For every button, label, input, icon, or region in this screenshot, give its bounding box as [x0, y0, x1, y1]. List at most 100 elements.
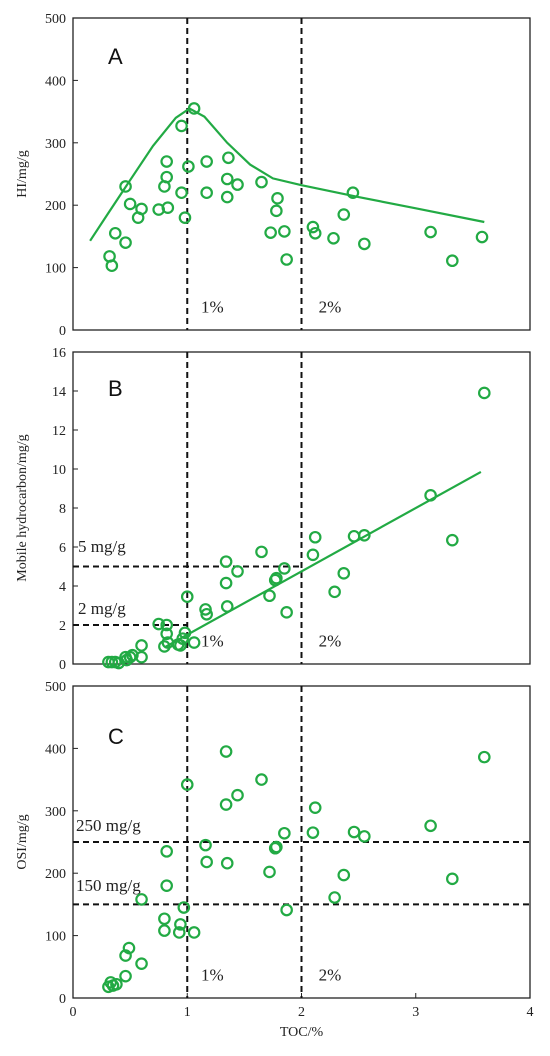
panel-c-data-point [308, 801, 322, 814]
panel-c-ytick-label: 200 [45, 867, 66, 882]
panel-c-data-point [158, 912, 171, 926]
panel-c-data-point [477, 750, 491, 764]
panel-b-ytick-label: 12 [52, 424, 66, 439]
panel-c-xtick-label: 4 [527, 1005, 534, 1020]
panel-c-data-point [255, 773, 268, 786]
panel-c-data-point [219, 798, 233, 811]
panel-a-data-point [271, 192, 284, 205]
panel-b-data-point [446, 533, 459, 547]
panel-b-data-point [231, 565, 244, 578]
panel-a-data-point [270, 204, 283, 218]
panel-c-xtick-label: 1 [184, 1005, 191, 1020]
panel-a-data-point [358, 237, 371, 251]
panel-b-threshold-label: 2 mg/g [78, 599, 126, 618]
panel-b-data-point [280, 606, 293, 619]
panel-a-letter: A [108, 44, 123, 69]
panel-a-data-point [280, 253, 293, 266]
panel-a-data-point [123, 197, 137, 211]
panel-a-data-point [327, 231, 340, 245]
panel-b-data-point [152, 617, 165, 631]
panel-b-data-point [270, 571, 283, 585]
panel-c-data-point [220, 856, 234, 870]
panel-c-data-point [424, 819, 437, 833]
panel-c-data-point [280, 903, 293, 917]
panel-c-data-point [119, 969, 132, 983]
panel-a-data-point [424, 225, 437, 239]
panel-a-y-axis-label: HI/mg/g [15, 150, 30, 197]
panel-c-data-point [219, 745, 233, 758]
panel-b-data-point [160, 627, 173, 641]
panel-a-percent-annotation: 2% [319, 298, 342, 317]
panel-a-data-point [200, 155, 213, 168]
panel-b-data-point [347, 529, 361, 543]
panel-b-data-point [180, 590, 194, 604]
panel-a-data-point [220, 190, 234, 204]
panel-b-data-point [219, 555, 233, 568]
panel-c-data-point [104, 976, 118, 989]
panel-c-data-point [347, 825, 361, 839]
panel-a-data-point [346, 186, 360, 200]
panel-c-percent-annotation: 1% [201, 966, 224, 985]
panel-c-ytick-label: 0 [59, 992, 66, 1007]
panel-c-xtick-label: 2 [298, 1005, 305, 1020]
panel-b-data-point [135, 650, 148, 664]
panel-c-data-point [122, 941, 136, 955]
panel-a-data-point [446, 254, 459, 268]
panel-a-data-point [119, 236, 132, 249]
panel-a-data-point [308, 226, 322, 240]
panel-b-percent-annotation: 2% [319, 631, 342, 650]
panel-b-ytick-label: 4 [59, 580, 66, 595]
panel-b-letter: B [108, 376, 123, 401]
panel-b-ytick-label: 10 [52, 463, 66, 478]
panel-c-data-point [278, 826, 291, 840]
panel-c-threshold-label: 150 mg/g [76, 876, 141, 895]
panel-b-data-point [200, 607, 213, 621]
panel-b-data-point [278, 562, 291, 575]
panel-a-ytick-label: 400 [45, 74, 66, 89]
panel-b-data-point [328, 585, 341, 599]
panel-a-data-point [161, 201, 175, 214]
panel-c-ytick-label: 400 [45, 742, 66, 757]
panel-a-ytick-label: 300 [45, 137, 66, 152]
panel-c-data-point [231, 788, 244, 802]
panel-c-xtick-label: 0 [70, 1005, 77, 1020]
panel-b-data-point [187, 636, 201, 649]
panel-b-data-point [306, 548, 320, 562]
panel-a-data-point [264, 226, 277, 239]
panel-a-data-point [255, 175, 268, 189]
panel-a-data-point [337, 208, 351, 221]
panel-b-ytick-label: 8 [59, 502, 66, 517]
panel-b-data-point [337, 567, 351, 580]
panel-c-data-point [328, 891, 341, 904]
panel-b-y-axis-label: Mobile hydrocarbon/mg/g [15, 434, 30, 581]
panel-c-data-point [199, 838, 212, 852]
panel-c-letter: C [108, 724, 124, 749]
panel-a-data-point [160, 170, 173, 184]
panel-a-percent-annotation: 1% [201, 298, 224, 317]
panel-c-x-axis-label: TOC/% [280, 1025, 324, 1040]
panel-b-percent-annotation: 1% [201, 631, 224, 650]
panel-b-ytick-label: 16 [52, 346, 66, 361]
panel-c-threshold-label: 250 mg/g [76, 816, 141, 835]
panel-c-data-point [119, 949, 132, 962]
panel-c-data-point [135, 957, 148, 970]
panel-a-ytick-label: 0 [59, 324, 66, 339]
panel-b: 0 2 4 6 8 10 12 14 16 Mobile hydrocarbon/mg/g 5 mg… [15, 346, 531, 673]
panel-b-data-point [174, 639, 187, 652]
panel-a-data-point [182, 160, 195, 173]
panel-a-data-point [200, 186, 213, 200]
panel-a-data-point [220, 172, 234, 186]
panel-c-data-point [187, 926, 201, 939]
panel-b-threshold-label: 5 mg/g [78, 537, 126, 556]
panel-a-ytick-label: 200 [45, 199, 66, 214]
panel-a-data-point [175, 119, 188, 133]
panel-c-ytick-label: 300 [45, 805, 66, 820]
panel-c-data-point [110, 977, 123, 991]
panel-c: 0 100 200 300 400 500 0 1 2 3 4 OSI/mg/g TOC/% 250 mg… [15, 680, 534, 1040]
panel-a-data-point [119, 180, 132, 193]
panel-c-data-point [358, 830, 371, 843]
panel-a-data-point [105, 259, 119, 273]
panel-a-data-point [187, 102, 201, 115]
panel-b-ytick-label: 0 [59, 658, 66, 673]
panel-c-data-point [446, 872, 459, 886]
